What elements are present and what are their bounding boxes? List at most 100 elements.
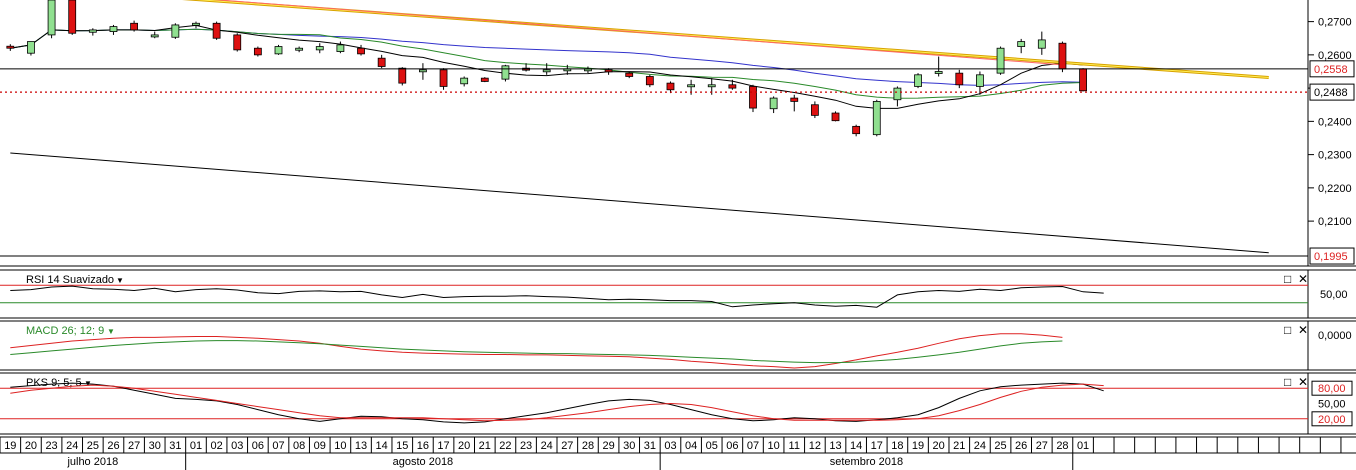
macd-close-button[interactable]: ✕ <box>1298 323 1308 337</box>
rsi-close-button[interactable]: ✕ <box>1298 272 1308 286</box>
stoch-tick-label: 80,00 <box>1318 383 1346 395</box>
marker-label-box <box>1309 83 1355 101</box>
day-label: 26 <box>107 440 119 452</box>
candle-body <box>707 84 716 88</box>
candle-body <box>88 29 97 33</box>
rsi-title[interactable]: RSI 14 Suavizado <box>26 274 114 286</box>
candles <box>6 0 1087 137</box>
stoch-tick-box <box>1311 380 1353 396</box>
macd-title-arrow[interactable]: ▼ <box>107 327 115 336</box>
price-tick-label: 0,2700 <box>1318 17 1352 29</box>
candle-body <box>728 84 737 89</box>
stoch-panel-controls: □ ✕ <box>1284 375 1308 389</box>
stoch-line <box>10 382 1104 424</box>
day-label: 31 <box>644 440 656 452</box>
day-label: 30 <box>623 440 635 452</box>
day-label: 19 <box>4 440 16 452</box>
candle-body <box>398 67 407 84</box>
day-label: 04 <box>685 440 697 452</box>
candle-body <box>419 69 427 73</box>
day-label: 27 <box>1036 440 1048 452</box>
rsi-line <box>10 285 1104 308</box>
candle-body <box>810 104 819 116</box>
macd-panel: MACD 26; 12; 9 ▼ 0,0000 □ ✕ <box>0 320 1356 371</box>
candle-body <box>295 47 304 51</box>
price-markers: 0,2558 0,2488 0,1995 <box>0 60 1355 265</box>
day-label: 01 <box>1077 440 1089 452</box>
day-label: 31 <box>169 440 181 452</box>
day-label: 27 <box>128 440 140 452</box>
macd-line <box>10 333 1063 369</box>
stoch-title[interactable]: PKS 9; 5; 5 <box>26 377 82 389</box>
price-axis-ticks: 0,27000,26000,25000,24000,23000,22000,21… <box>1308 17 1352 228</box>
day-label: 28 <box>582 440 594 452</box>
day-label: 10 <box>768 440 780 452</box>
day-label: 10 <box>334 440 346 452</box>
candle-body <box>666 82 675 91</box>
day-label: 02 <box>210 440 222 452</box>
day-label: 18 <box>891 440 903 452</box>
candle-body <box>749 86 757 109</box>
stoch-minimize-button[interactable]: □ <box>1284 375 1291 389</box>
candle-body <box>831 112 840 122</box>
trendline-2 <box>10 152 1269 254</box>
candle-body <box>976 74 984 87</box>
candle-body <box>47 0 56 36</box>
candle-body <box>852 125 861 135</box>
stoch-tick-label: 20,00 <box>1318 414 1346 426</box>
rsi-minimize-button[interactable]: □ <box>1284 272 1291 286</box>
price-tick-label: 0,2300 <box>1318 150 1352 162</box>
day-label: 15 <box>396 440 408 452</box>
macd-title[interactable]: MACD 26; 12; 9 <box>26 325 104 337</box>
marker-label: 0,2558 <box>1314 64 1348 76</box>
candle-body <box>1017 41 1026 47</box>
day-label: 24 <box>974 440 986 452</box>
rsi-title-arrow[interactable]: ▼ <box>116 276 124 285</box>
candle-body <box>274 46 283 55</box>
candle-body <box>625 72 634 77</box>
stoch-tick-box <box>1311 411 1353 427</box>
macd-minimize-button[interactable]: □ <box>1284 323 1291 337</box>
candle-body <box>439 69 448 87</box>
candle-body <box>480 77 489 82</box>
day-cells: 19 20 23 24 25 26 27 30 31 01 02 03 06 07 08 09 10 13 14 15… <box>0 437 1342 453</box>
candle-body <box>1058 42 1067 70</box>
candle-body <box>357 47 365 55</box>
day-label: 20 <box>25 440 37 452</box>
day-label: 26 <box>1015 440 1027 452</box>
candle-body <box>645 76 654 86</box>
day-label: 06 <box>726 440 738 452</box>
macd-lines <box>10 333 1063 369</box>
candle-body <box>687 84 696 88</box>
marker-label: 0,1995 <box>1314 251 1348 263</box>
candle-body <box>955 72 964 86</box>
candle-body <box>914 74 922 87</box>
day-label: 28 <box>1056 440 1068 452</box>
day-label: 01 <box>190 440 202 452</box>
price-tick-label: 0,2400 <box>1318 116 1352 128</box>
price-overlays <box>10 0 1269 254</box>
stochastic-ticks: 80,00 50,00 20,00 <box>1311 380 1353 427</box>
candle-body <box>130 22 138 31</box>
day-label: 17 <box>437 440 449 452</box>
day-label: 23 <box>45 440 57 452</box>
price-tick-label: 0,2200 <box>1318 183 1352 195</box>
candle-body <box>171 24 180 38</box>
candle-body <box>872 101 881 136</box>
candle-body <box>336 44 345 52</box>
rsi-panel: RSI 14 Suavizado ▼ 50,00 □ ✕ <box>0 269 1356 319</box>
day-label: 08 <box>293 440 305 452</box>
candle-body <box>150 34 159 38</box>
month-label: setembro 2018 <box>830 456 903 468</box>
trendline-gold-inner <box>195 0 1269 78</box>
day-label: 21 <box>953 440 965 452</box>
month-label: agosto 2018 <box>393 456 454 468</box>
stoch-close-button[interactable]: ✕ <box>1298 375 1308 389</box>
day-label: 05 <box>706 440 718 452</box>
day-label: 13 <box>829 440 841 452</box>
day-label: 24 <box>541 440 553 452</box>
candle-body <box>27 41 35 54</box>
candle-body <box>934 71 943 74</box>
